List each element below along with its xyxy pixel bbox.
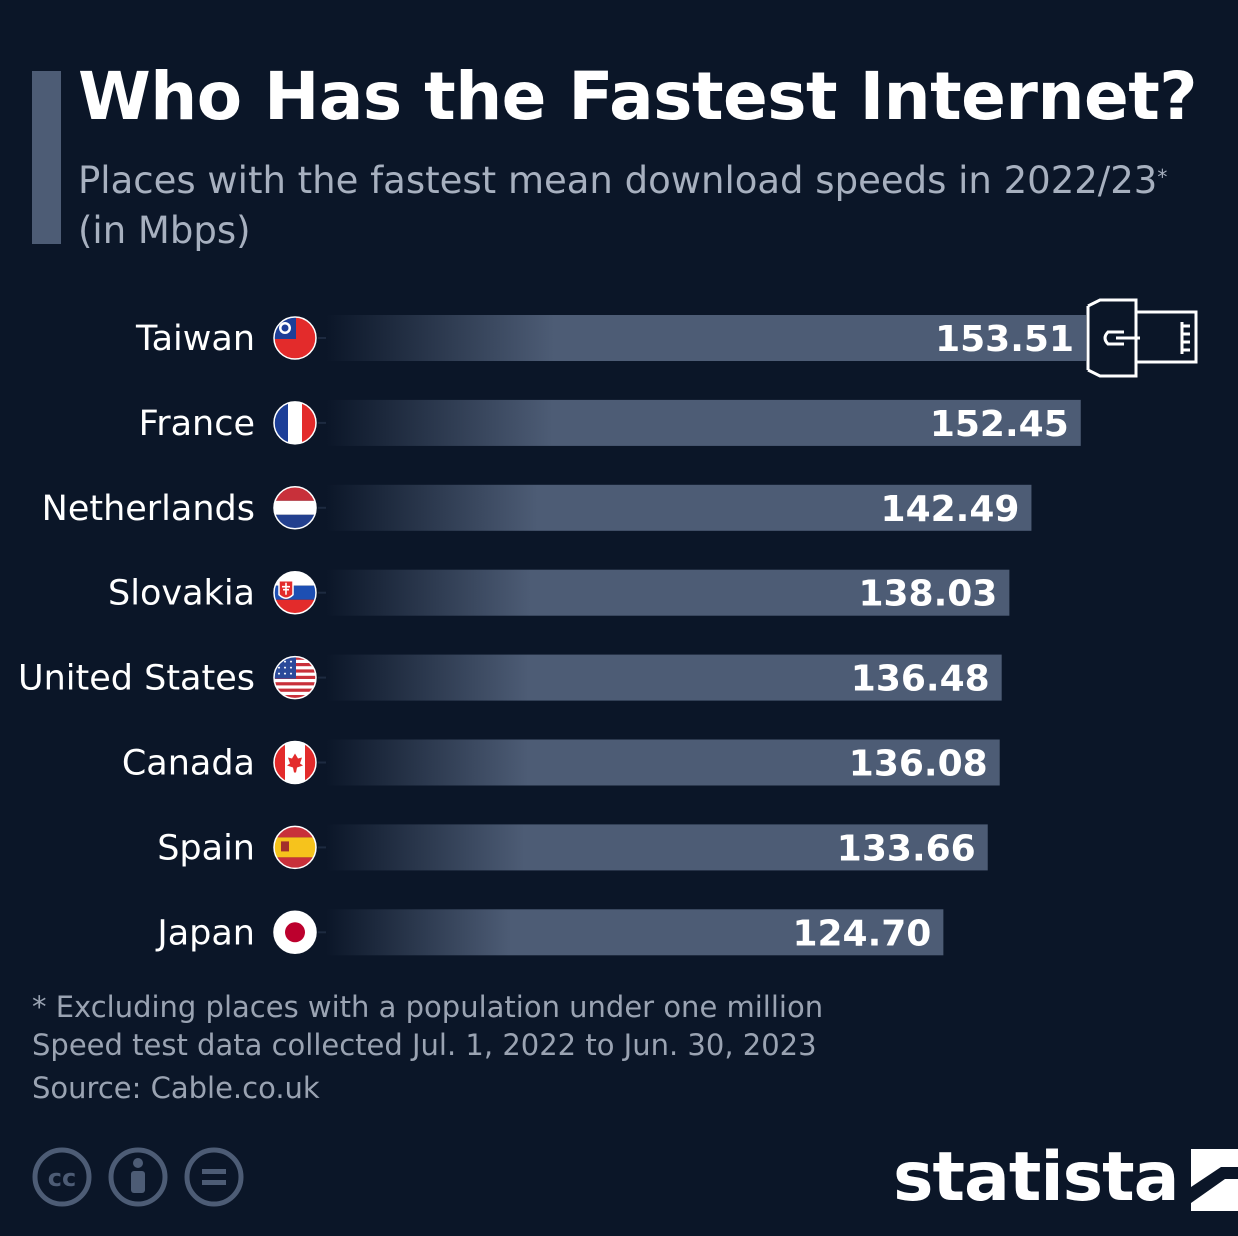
netherlands-flag-icon: [273, 486, 317, 530]
bar: [326, 399, 1081, 446]
category-label: Netherlands: [42, 489, 255, 529]
attribution-icon[interactable]: [108, 1147, 168, 1207]
category-label: Japan: [155, 913, 255, 953]
bar-value-label: 142.49: [881, 489, 1020, 530]
ethernet-cable-icon: [1086, 298, 1198, 378]
bar-value-label: 124.70: [792, 913, 931, 954]
category-label: Canada: [122, 744, 255, 784]
subtitle-unit: (in Mbps): [78, 209, 251, 252]
bar: [326, 569, 1010, 616]
bar-value-label: 153.51: [935, 319, 1074, 360]
bar: [326, 824, 988, 871]
statista-logo-icon: [1190, 1149, 1238, 1211]
license-icons: cc: [32, 1147, 244, 1207]
statista-wordmark: statista: [893, 1138, 1180, 1217]
bar-value-label: 136.08: [849, 744, 988, 785]
france-flag-icon: [273, 401, 317, 445]
category-label: United States: [18, 659, 255, 699]
source-note: Source: Cable.co.uk: [32, 1071, 320, 1105]
bar-chart: 153.51 Taiwan 152.45 France 142.49 Netherland…: [18, 298, 1198, 956]
japan-flag-icon: [273, 910, 317, 955]
bar-value-label: 136.48: [851, 659, 990, 700]
footnote-collection-period: Speed test data collected Jul. 1, 2022 t…: [32, 1028, 817, 1062]
subtitle-footnote-marker: *: [1157, 165, 1168, 189]
statista-logo[interactable]: statista: [893, 1138, 1238, 1218]
category-label: Slovakia: [108, 574, 255, 614]
slovakia-flag-icon: [273, 570, 317, 615]
creative-commons-icon[interactable]: cc: [32, 1147, 92, 1207]
bar: [326, 654, 1002, 701]
chart-title: Who Has the Fastest Internet?: [78, 58, 1198, 135]
subtitle-text: Places with the fastest mean download sp…: [78, 159, 1158, 202]
canada-flag-icon: [273, 740, 317, 785]
bar-value-label: 138.03: [858, 574, 997, 615]
taiwan-flag-icon: [273, 316, 317, 360]
category-label: Spain: [157, 828, 255, 868]
no-derivatives-icon[interactable]: [184, 1147, 244, 1207]
footnote-exclusion: * Excluding places with a population und…: [32, 990, 824, 1024]
category-label: Taiwan: [135, 319, 255, 359]
bar-value-label: 133.66: [837, 828, 976, 869]
category-label: France: [139, 404, 255, 444]
bar: [326, 484, 1032, 531]
bar: [326, 315, 1086, 361]
chart-subtitle: Places with the fastest mean download sp…: [78, 156, 1198, 256]
bar: [326, 909, 944, 956]
bar-value-label: 152.45: [930, 404, 1069, 445]
svg-text:cc: cc: [48, 1164, 76, 1192]
title-accent-bar: [32, 71, 61, 244]
spain-flag-icon: [273, 825, 317, 870]
bar: [326, 739, 1000, 786]
united-states-flag-icon: [273, 655, 317, 700]
